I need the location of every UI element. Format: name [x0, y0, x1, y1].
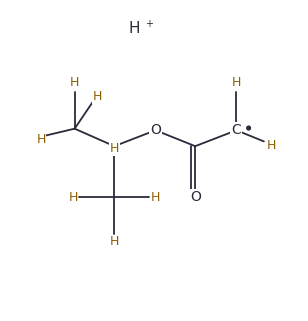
Text: H: H [232, 76, 241, 89]
Text: H: H [110, 235, 119, 248]
Text: H: H [68, 191, 78, 204]
Text: H: H [93, 90, 102, 103]
Text: O: O [150, 123, 161, 137]
Text: H: H [267, 139, 276, 152]
Text: H: H [70, 76, 79, 89]
Text: O: O [190, 190, 201, 204]
Circle shape [247, 126, 250, 130]
Text: H: H [151, 191, 160, 204]
Text: C: C [232, 123, 241, 137]
Text: +: + [145, 19, 153, 29]
Text: H: H [128, 21, 140, 36]
Text: H: H [110, 142, 119, 155]
Text: H: H [36, 133, 46, 146]
